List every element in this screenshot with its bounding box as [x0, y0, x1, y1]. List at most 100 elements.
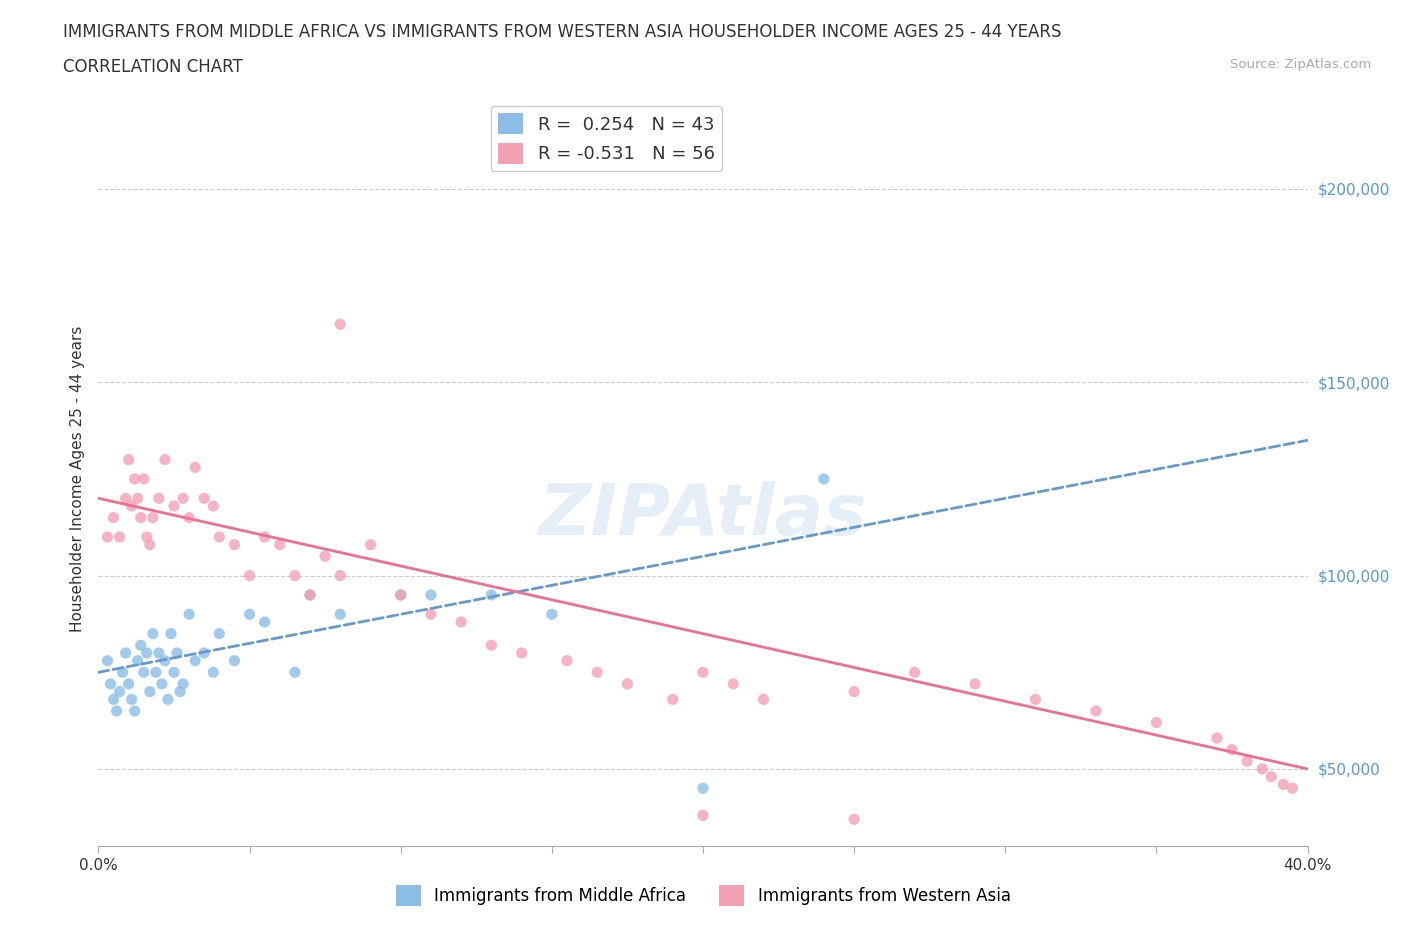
Point	[148, 645, 170, 660]
Point	[555, 653, 578, 668]
Point	[96, 653, 118, 668]
Point	[904, 665, 927, 680]
Point	[1024, 692, 1046, 707]
Point	[1236, 754, 1258, 769]
Point	[389, 588, 412, 603]
Point	[1251, 762, 1274, 777]
Point	[269, 538, 291, 552]
Point	[135, 529, 157, 544]
Point	[239, 568, 262, 583]
Point	[299, 588, 322, 603]
Point	[103, 692, 125, 707]
Point	[1272, 777, 1295, 791]
Point	[118, 676, 141, 691]
Point	[139, 538, 162, 552]
Point	[208, 626, 231, 641]
Point	[224, 653, 246, 668]
Point	[965, 676, 987, 691]
Legend: Immigrants from Middle Africa, Immigrants from Western Asia: Immigrants from Middle Africa, Immigrant…	[389, 879, 1017, 912]
Point	[135, 645, 157, 660]
Point	[124, 472, 146, 486]
Point	[752, 692, 775, 707]
Point	[1220, 742, 1243, 757]
Point	[420, 607, 443, 622]
Point	[145, 665, 167, 680]
Point	[179, 607, 201, 622]
Point	[179, 511, 201, 525]
Point	[202, 498, 225, 513]
Point	[692, 781, 714, 796]
Point	[813, 472, 835, 486]
Point	[132, 472, 155, 486]
Point	[1281, 781, 1303, 796]
Point	[129, 511, 152, 525]
Point	[540, 607, 562, 622]
Point	[692, 665, 714, 680]
Point	[284, 568, 307, 583]
Point	[253, 529, 276, 544]
Point	[723, 676, 745, 691]
Point	[156, 692, 179, 707]
Point	[169, 684, 191, 699]
Point	[420, 588, 443, 603]
Point	[329, 607, 352, 622]
Point	[148, 491, 170, 506]
Point	[329, 568, 352, 583]
Point	[184, 460, 207, 475]
Point	[510, 645, 533, 660]
Point	[118, 452, 141, 467]
Text: IMMIGRANTS FROM MIDDLE AFRICA VS IMMIGRANTS FROM WESTERN ASIA HOUSEHOLDER INCOME: IMMIGRANTS FROM MIDDLE AFRICA VS IMMIGRA…	[63, 23, 1062, 41]
Point	[184, 653, 207, 668]
Point	[129, 638, 152, 653]
Point	[1206, 731, 1229, 746]
Point	[481, 638, 503, 653]
Point	[163, 665, 186, 680]
Point	[111, 665, 134, 680]
Point	[142, 511, 165, 525]
Point	[661, 692, 683, 707]
Point	[193, 645, 215, 660]
Point	[314, 549, 336, 564]
Point	[163, 498, 186, 513]
Point	[239, 607, 262, 622]
Text: Source: ZipAtlas.com: Source: ZipAtlas.com	[1230, 58, 1371, 71]
Point	[127, 491, 149, 506]
Point	[172, 676, 194, 691]
Point	[100, 676, 122, 691]
Point	[127, 653, 149, 668]
Point	[481, 588, 503, 603]
Point	[692, 808, 714, 823]
Point	[153, 653, 176, 668]
Text: ZIPAtlas: ZIPAtlas	[538, 481, 868, 551]
Point	[153, 452, 176, 467]
Point	[224, 538, 246, 552]
Point	[142, 626, 165, 641]
Y-axis label: Householder Income Ages 25 - 44 years: Householder Income Ages 25 - 44 years	[69, 326, 84, 632]
Point	[121, 498, 143, 513]
Point	[253, 615, 276, 630]
Point	[172, 491, 194, 506]
Point	[150, 676, 173, 691]
Point	[121, 692, 143, 707]
Point	[108, 684, 131, 699]
Point	[103, 511, 125, 525]
Point	[844, 812, 866, 827]
Point	[208, 529, 231, 544]
Point	[299, 588, 322, 603]
Point	[1085, 703, 1108, 718]
Point	[329, 317, 352, 332]
Point	[124, 703, 146, 718]
Point	[360, 538, 382, 552]
Point	[166, 645, 188, 660]
Point	[389, 588, 412, 603]
Text: CORRELATION CHART: CORRELATION CHART	[63, 58, 243, 75]
Point	[132, 665, 155, 680]
Point	[202, 665, 225, 680]
Point	[139, 684, 162, 699]
Point	[114, 491, 136, 506]
Point	[284, 665, 307, 680]
Point	[1144, 715, 1167, 730]
Point	[160, 626, 183, 641]
Point	[193, 491, 215, 506]
Point	[114, 645, 136, 660]
